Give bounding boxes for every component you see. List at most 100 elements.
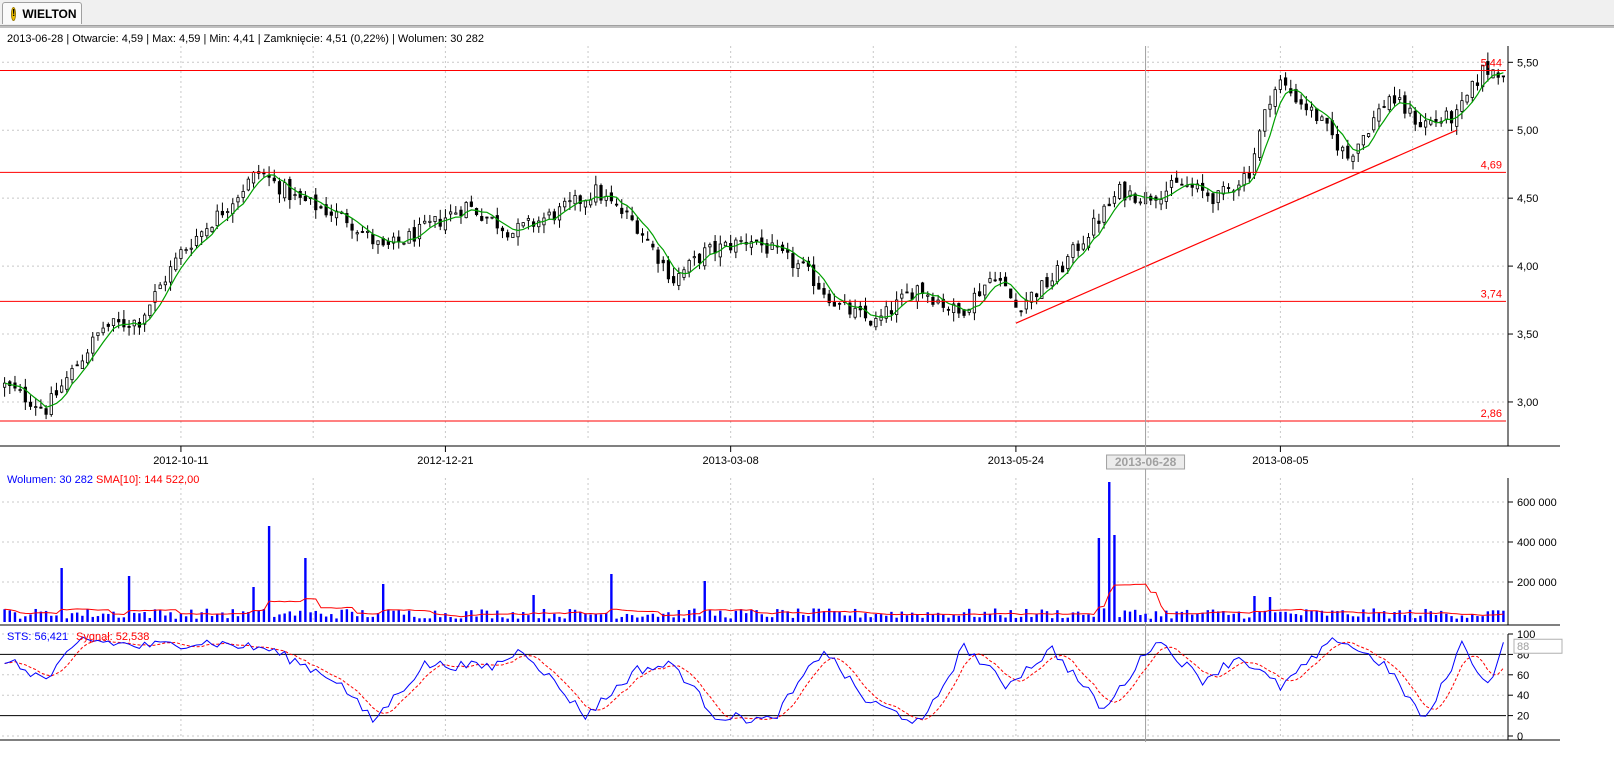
volume-bar bbox=[999, 615, 1002, 622]
volume-bar bbox=[91, 616, 94, 622]
candle-body bbox=[168, 266, 173, 283]
volume-bar bbox=[734, 610, 738, 622]
volume-bar bbox=[174, 618, 177, 622]
volume-bar bbox=[599, 614, 603, 622]
volume-bar bbox=[1419, 615, 1422, 622]
volume-bar bbox=[288, 611, 292, 622]
candle-body bbox=[791, 253, 795, 269]
candle-body bbox=[646, 238, 650, 241]
volume-bar bbox=[750, 609, 753, 622]
volume-bar bbox=[957, 615, 961, 622]
volume-bar bbox=[55, 615, 58, 622]
volume-bar bbox=[719, 610, 722, 622]
candle-body bbox=[407, 231, 411, 244]
volume-bar bbox=[1325, 615, 1329, 622]
candle-body bbox=[241, 191, 245, 198]
candle-body bbox=[884, 306, 888, 319]
candle-body bbox=[837, 302, 842, 305]
volume-bar bbox=[1211, 609, 1215, 622]
candle-body bbox=[386, 241, 390, 245]
candle-body bbox=[640, 233, 645, 236]
candle-body bbox=[459, 209, 463, 217]
candle-body bbox=[1060, 265, 1065, 273]
volume-bar bbox=[630, 615, 634, 622]
candle-body bbox=[749, 241, 754, 248]
candle-body bbox=[1107, 203, 1111, 207]
volume-bar bbox=[480, 609, 483, 622]
chart-area[interactable]: 2013-06-28 | Otwarcie: 4,59 | Max: 4,59 … bbox=[0, 26, 1614, 766]
candle-body bbox=[1325, 117, 1329, 124]
candle-body bbox=[80, 360, 84, 370]
volume-bar bbox=[713, 615, 717, 622]
candle-body bbox=[153, 291, 157, 303]
volume-bar bbox=[542, 608, 546, 622]
volume-bar bbox=[361, 610, 364, 622]
candle-body bbox=[443, 217, 448, 231]
volume-bar bbox=[309, 612, 312, 622]
candle-body bbox=[946, 308, 951, 311]
volume-bar bbox=[770, 617, 774, 622]
volume-bar bbox=[1185, 609, 1189, 622]
candle-body bbox=[583, 200, 588, 208]
volume-bar bbox=[817, 608, 821, 622]
candle-body bbox=[1449, 111, 1454, 124]
volume-bar bbox=[812, 608, 815, 622]
volume-bar bbox=[1191, 614, 1194, 622]
price-y-tick-label: 5,50 bbox=[1517, 57, 1538, 69]
candle-body bbox=[1076, 243, 1080, 251]
sts-signal-label: Sygnał: 52,538 bbox=[76, 631, 149, 643]
volume-bar bbox=[153, 609, 157, 622]
candle-body bbox=[1268, 103, 1272, 110]
candle-body bbox=[630, 215, 634, 221]
volume-bar bbox=[988, 613, 992, 622]
volume-bar bbox=[532, 595, 535, 622]
candle-body bbox=[1169, 179, 1174, 188]
volume-bar bbox=[1128, 611, 1132, 622]
candle-body bbox=[822, 288, 826, 295]
candle-body bbox=[251, 171, 256, 184]
volume-bar bbox=[1144, 613, 1147, 622]
volume-bar bbox=[96, 616, 100, 622]
tab-wielton[interactable]: ! WIELTON bbox=[2, 2, 82, 24]
candle-body bbox=[1180, 183, 1184, 186]
volume-bar bbox=[1040, 609, 1044, 622]
volume-bar bbox=[29, 614, 32, 622]
volume-bar bbox=[890, 611, 893, 622]
volume-bar bbox=[993, 608, 997, 622]
volume-bar bbox=[340, 609, 343, 622]
candle-body bbox=[122, 319, 126, 328]
level-label: 5,44 bbox=[1481, 57, 1502, 69]
volume-bar bbox=[625, 613, 629, 622]
candle-body bbox=[454, 212, 458, 215]
volume-bar bbox=[1108, 482, 1111, 622]
candle-body bbox=[941, 298, 945, 308]
candle-body bbox=[70, 368, 74, 381]
volume-bar bbox=[76, 612, 79, 622]
cursor-date-box bbox=[1106, 454, 1186, 470]
candle-body bbox=[127, 325, 131, 328]
candle-body bbox=[573, 195, 577, 205]
volume-bar bbox=[392, 610, 395, 622]
volume-bar bbox=[729, 618, 732, 622]
candle-body bbox=[1294, 88, 1298, 103]
volume-bar bbox=[133, 612, 136, 622]
volume-bar bbox=[407, 610, 411, 622]
volume-bar bbox=[1439, 610, 1443, 622]
warning-icon: ! bbox=[11, 6, 17, 21]
candle-body bbox=[563, 200, 567, 208]
volume-bar bbox=[765, 616, 769, 622]
volume-bar bbox=[1253, 596, 1256, 622]
volume-bar bbox=[563, 618, 566, 622]
candle-body bbox=[635, 220, 639, 234]
volume-bar bbox=[117, 617, 120, 622]
volume-bar bbox=[1170, 618, 1173, 622]
candle-body bbox=[397, 236, 401, 243]
candle-body bbox=[495, 215, 499, 229]
volume-bar bbox=[1019, 616, 1023, 622]
candle-body bbox=[926, 294, 930, 297]
volume-bar bbox=[1434, 615, 1438, 622]
candle-body bbox=[85, 352, 90, 364]
volume-y-tick-label: 200 000 bbox=[1517, 577, 1557, 589]
chart-svg[interactable]: 2013-06-28 | Otwarcie: 4,59 | Max: 4,59 … bbox=[0, 26, 1614, 766]
volume-bar bbox=[1341, 610, 1344, 622]
